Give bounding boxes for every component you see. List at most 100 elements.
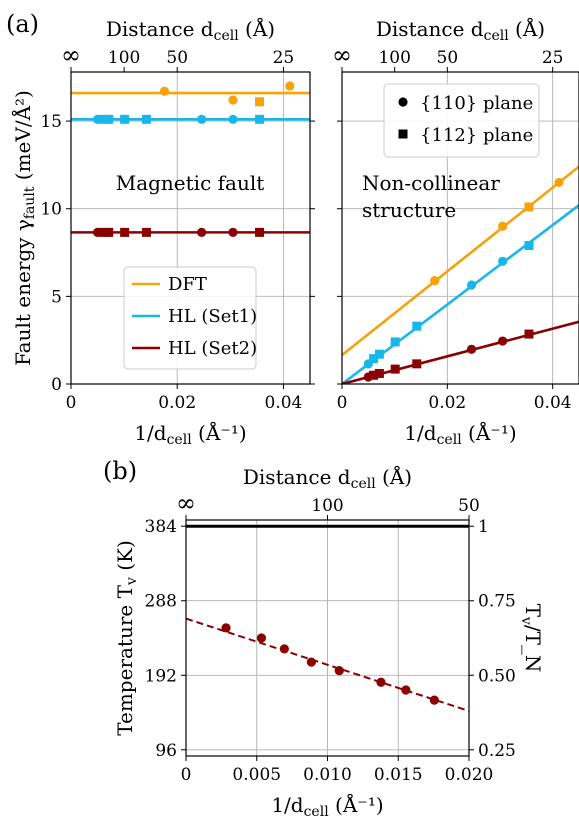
b-point — [376, 677, 386, 687]
b-dashed-fit — [186, 617, 469, 712]
a-right-point — [498, 336, 508, 346]
b-point — [221, 623, 231, 633]
a-right-legend-marker — [398, 129, 408, 139]
b-point — [429, 695, 439, 705]
b-ytick-label: 288 — [145, 592, 177, 612]
b-top-xlabel: Distance dcell (Å) — [243, 464, 412, 492]
a-left-point — [159, 86, 170, 96]
a-right-annotation-line1: Non-collinear — [362, 171, 500, 195]
a-right-top-xlabel: Distance dcell (Å) — [376, 16, 545, 44]
a-right-point — [498, 221, 508, 231]
b-ytick-label: 96 — [155, 741, 177, 761]
a-left-annotation: Magnetic fault — [116, 171, 265, 195]
a-left-point — [197, 227, 207, 237]
panel-label-a: (a) — [6, 10, 39, 38]
a-right-legend-marker — [398, 97, 408, 107]
a-right-toptick-label: 25 — [542, 48, 564, 68]
a-right-xlabel: 1/dcell (Å⁻¹) — [404, 420, 516, 448]
b-toptick-label: 50 — [458, 496, 480, 516]
a-right-point — [390, 337, 400, 347]
a-left-toptick-label: 50 — [166, 48, 188, 68]
a-left-legend-label: HL (Set2) — [168, 338, 257, 359]
b-plot-area — [186, 524, 469, 712]
a-left-point — [98, 114, 108, 124]
panel-label-b: (b) — [103, 457, 137, 485]
a-left-point — [104, 227, 114, 237]
b-rtick-label: 1 — [478, 517, 489, 537]
a-left-legend-frame — [123, 266, 257, 370]
a-left-ytick-label: 0 — [51, 375, 62, 395]
a-left-toptick-label: ∞ — [61, 41, 81, 69]
a-right-toptick-label: 100 — [378, 48, 410, 68]
b-xtick-label: 0.005 — [232, 765, 281, 785]
a-right-xtick-label: 0.04 — [534, 393, 572, 413]
a-right-point — [369, 354, 379, 364]
b-toptick-label: ∞ — [176, 489, 196, 517]
b-point — [334, 666, 344, 676]
a-left-ytick-label: 15 — [40, 112, 62, 132]
b-point — [306, 657, 316, 667]
a-left-point — [104, 114, 114, 124]
a-left-point — [228, 227, 238, 237]
a-left-xtick-label: 0 — [66, 393, 77, 413]
a-left-xlabel: 1/dcell (Å⁻¹) — [134, 420, 246, 448]
a-right-point — [466, 280, 477, 290]
a-right-point — [498, 256, 508, 266]
a-right-point — [430, 275, 440, 286]
a-left-point — [98, 227, 108, 237]
b-ylabel: Temperature Tv (K) — [113, 540, 140, 736]
a-left-point — [285, 81, 295, 91]
a-left-point — [141, 114, 151, 124]
a-left-point — [255, 227, 265, 237]
a-right-frame — [341, 71, 579, 385]
a-right-point — [374, 349, 384, 359]
a-right-point — [412, 321, 422, 331]
a-right-xtick-label: 0.02 — [428, 393, 466, 413]
a-left-ylabel: Fault energy γfault (meV/Å²) — [10, 90, 38, 366]
a-right-legend-label: {112} plane — [420, 125, 533, 146]
b-ytick-label: 192 — [145, 666, 177, 686]
a-left-plot-area — [71, 91, 310, 234]
a-right-point — [554, 177, 564, 188]
a-left-point — [228, 95, 238, 105]
a-left-toptick-label: 25 — [273, 48, 295, 68]
a-right-point — [466, 344, 477, 354]
a-right-point — [369, 370, 379, 380]
a-left-top-xlabel: Distance dcell (Å) — [106, 16, 275, 44]
b-point — [401, 685, 411, 695]
a-right-point — [374, 368, 384, 378]
a-right-point — [390, 364, 400, 374]
b-xtick-label: 0.020 — [445, 765, 494, 785]
a-right-toptick-label: 50 — [437, 48, 459, 68]
a-left-xtick-label: 0.04 — [265, 393, 303, 413]
b-xtick-label: 0.010 — [303, 765, 352, 785]
a-left-xtick-label: 0.02 — [158, 393, 196, 413]
a-right-point — [524, 241, 534, 251]
b-rtick-label: 0.25 — [478, 741, 516, 761]
a-left-point — [197, 114, 207, 124]
a-left-point — [120, 114, 130, 124]
a-left-point — [141, 227, 151, 237]
a-right-point — [524, 329, 534, 339]
a-left-point — [120, 227, 130, 237]
b-xtick-label: 0.015 — [374, 765, 423, 785]
a-left-point — [255, 114, 265, 124]
a-left-point — [255, 97, 265, 107]
b-frame — [185, 519, 470, 757]
a-right-xtick-label: 0 — [337, 393, 348, 413]
a-right-legend-frame — [383, 83, 540, 158]
b-xtick-label: 0 — [181, 765, 192, 785]
b-ytick-label: 384 — [145, 517, 177, 537]
b-right-ylabel: Tv/T_N — [518, 604, 545, 673]
a-right-point — [524, 202, 534, 212]
a-right-point — [412, 359, 422, 369]
a-right-annotation-line2: structure — [362, 198, 456, 222]
a-right-legend-label: {110} plane — [420, 93, 533, 114]
a-left-legend-label: DFT — [168, 274, 207, 295]
a-left-ytick-label: 10 — [40, 200, 62, 220]
a-left-toptick-label: 100 — [108, 48, 140, 68]
a-right-toptick-label: ∞ — [332, 41, 352, 69]
b-toptick-label: 100 — [311, 496, 343, 516]
a-right-fit-line — [342, 165, 579, 357]
